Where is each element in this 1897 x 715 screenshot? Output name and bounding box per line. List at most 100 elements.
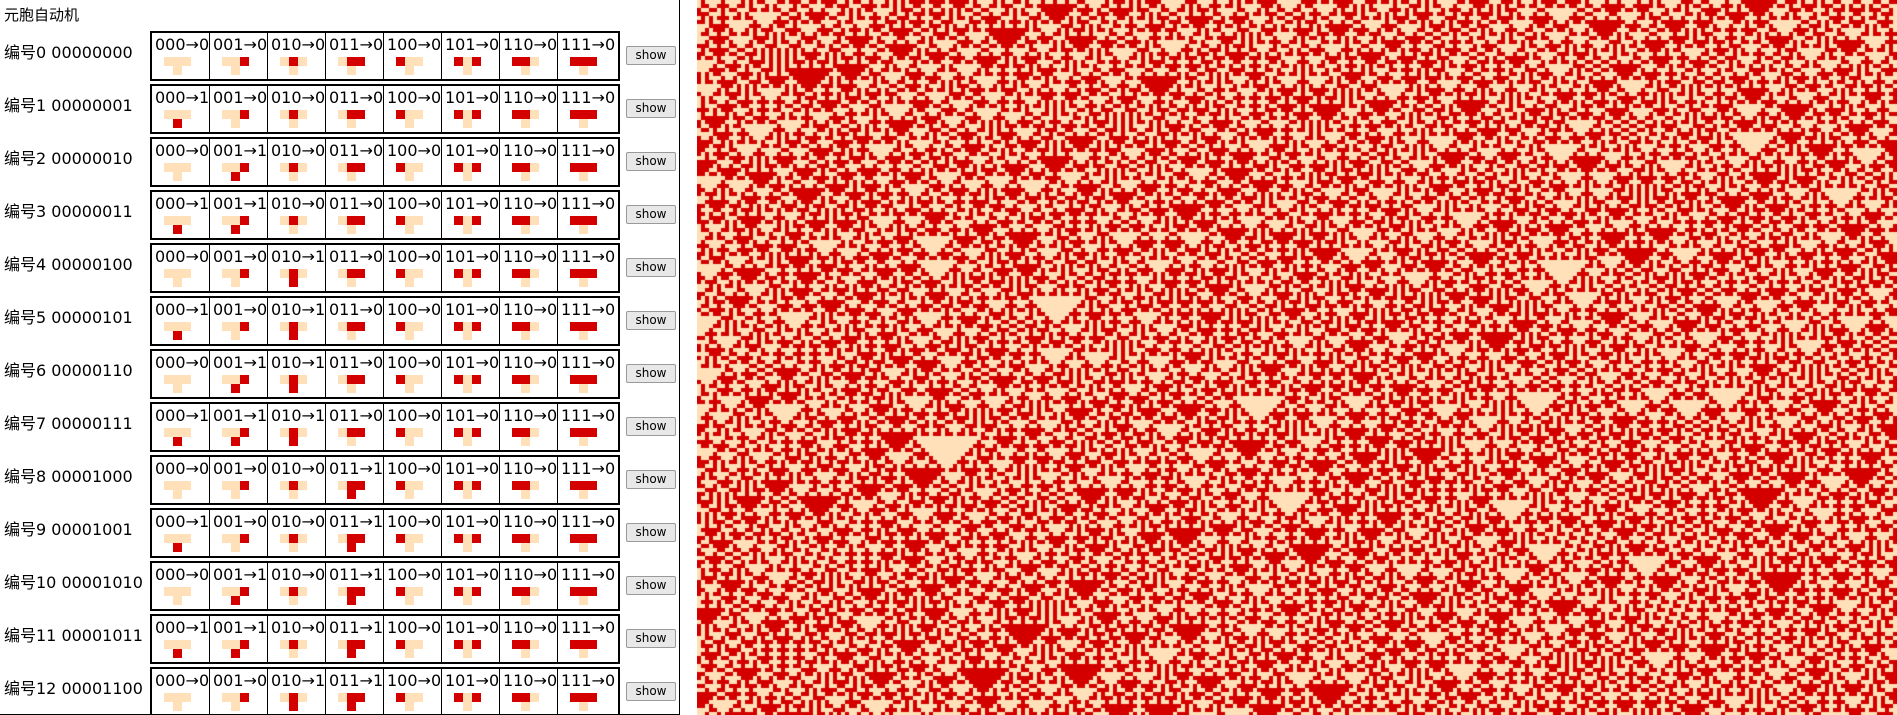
transition-mapping: 101→0 [445,88,500,107]
output-cell [579,649,588,658]
neighborhood-cell [570,481,579,490]
transition-cell-000: 000→1 [152,404,210,450]
neighborhood-cell [173,375,182,384]
rule-transition-table: 000→1 001→0 010→1 011→0 100→0 101→0 110→0 111→0 [150,296,620,346]
transition-cell-111: 111→0 [558,86,616,132]
transition-cell-000: 000→0 [152,33,210,79]
transition-mapping: 001→0 [213,512,268,531]
transition-mapping: 001→1 [213,406,268,425]
neighborhood-cell [280,375,289,384]
neighborhood-cell [454,163,463,172]
show-button[interactable]: show [626,523,676,542]
neighborhood-cell [280,534,289,543]
neighborhood-cell [521,534,530,543]
neighborhood-cell [396,375,405,384]
output-cell [173,543,182,552]
neighborhood-cell [405,163,414,172]
show-button[interactable]: show [626,576,676,595]
neighborhood-cell [570,163,579,172]
neighborhood-cell [240,534,249,543]
neighborhood-cell [338,163,347,172]
neighborhood-cell [356,693,365,702]
transition-mapping: 111→0 [561,300,616,319]
neighborhood-cell [356,481,365,490]
neighborhood-cell [164,216,173,225]
neighborhood-cell [222,269,231,278]
show-button[interactable]: show [626,417,676,436]
show-button[interactable]: show [626,152,676,171]
neighborhood-cell [454,110,463,119]
transition-cell-100: 100→0 [384,245,442,291]
neighborhood-cell [454,428,463,437]
output-cell [231,490,240,499]
transition-cell-001: 001→1 [210,404,268,450]
transition-cell-111: 111→0 [558,563,616,609]
transition-cell-000: 000→1 [152,616,210,662]
neighborhood-cell [240,587,249,596]
transition-cell-011: 011→0 [326,245,384,291]
neighborhood-cell [347,428,356,437]
transition-cell-101: 101→0 [442,404,500,450]
neighborhood-cell [280,216,289,225]
output-cell [173,490,182,499]
show-button[interactable]: show [626,46,676,65]
rule-label: 编号8 00001000 [4,467,133,486]
neighborhood-cell [289,640,298,649]
show-button[interactable]: show [626,99,676,118]
transition-mapping: 100→0 [387,406,442,425]
output-cell [173,596,182,605]
neighborhood-cell [280,587,289,596]
neighborhood-cell [405,110,414,119]
neighborhood-cell [356,375,365,384]
transition-mapping: 000→1 [155,300,210,319]
neighborhood-cell [222,57,231,66]
neighborhood-cell [222,110,231,119]
transition-mapping: 010→1 [271,406,326,425]
neighborhood-cell [289,534,298,543]
transition-mapping: 101→0 [445,459,500,478]
transition-mapping: 111→0 [561,406,616,425]
transition-mapping: 000→0 [155,35,210,54]
show-button[interactable]: show [626,205,676,224]
transition-mapping: 001→0 [213,459,268,478]
transition-mapping: 011→1 [329,512,384,531]
neighborhood-cell [173,110,182,119]
transition-mapping: 111→0 [561,194,616,213]
neighborhood-cell [472,163,481,172]
neighborhood-cell [472,534,481,543]
neighborhood-cell [289,57,298,66]
output-cell [173,702,182,711]
transition-mapping: 100→0 [387,194,442,213]
neighborhood-cell [182,587,191,596]
neighborhood-cell [579,481,588,490]
neighborhood-cell [240,57,249,66]
output-cell [405,172,414,181]
show-button[interactable]: show [626,311,676,330]
transition-mapping: 110→0 [503,247,558,266]
show-button[interactable]: show [626,364,676,383]
rule-label: 编号2 00000010 [4,149,133,168]
transition-cell-011: 011→0 [326,86,384,132]
rule-transition-table: 000→1 001→1 010→0 011→0 100→0 101→0 110→0 111→0 [150,190,620,240]
neighborhood-cell [530,322,539,331]
neighborhood-cell [512,110,521,119]
neighborhood-cell [280,640,289,649]
show-button[interactable]: show [626,682,676,701]
transition-mapping: 010→0 [271,141,326,160]
transition-cell-001: 001→1 [210,563,268,609]
neighborhood-cell [570,375,579,384]
show-button[interactable]: show [626,629,676,648]
show-button[interactable]: show [626,470,676,489]
show-button[interactable]: show [626,258,676,277]
output-cell [405,490,414,499]
neighborhood-cell [530,587,539,596]
neighborhood-cell [570,216,579,225]
neighborhood-cell [298,693,307,702]
transition-cell-100: 100→0 [384,351,442,397]
output-cell [173,649,182,658]
output-cell [463,331,472,340]
output-cell [463,66,472,75]
neighborhood-cell [182,481,191,490]
neighborhood-cell [396,534,405,543]
rule-transition-table: 000→0 001→1 010→0 011→1 100→0 101→0 110→0 111→0 [150,561,620,611]
